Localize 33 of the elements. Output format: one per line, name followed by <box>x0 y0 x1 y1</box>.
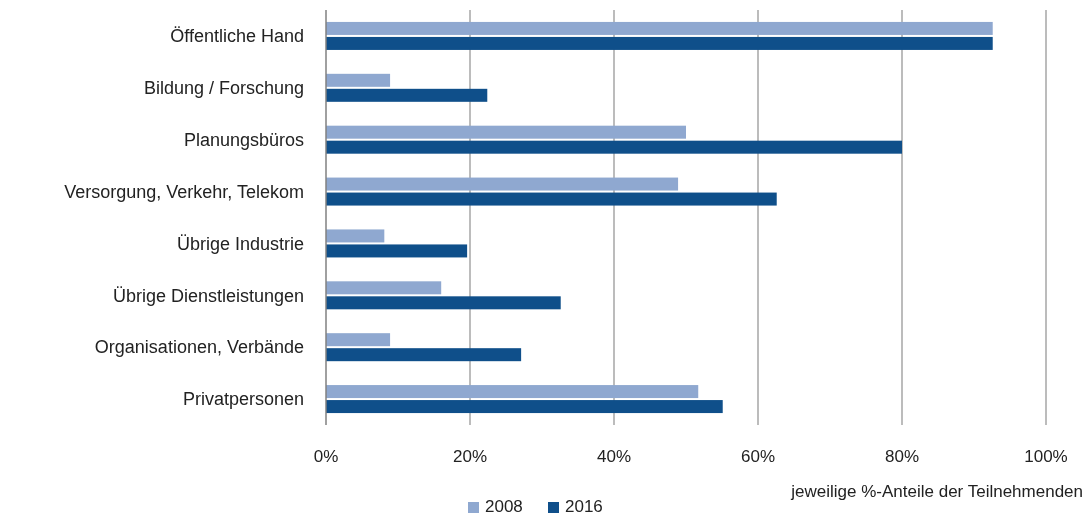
bar <box>326 385 699 399</box>
x-tick-label: 60% <box>740 447 776 466</box>
bar <box>326 281 442 295</box>
bar <box>326 125 686 139</box>
bar <box>326 36 993 50</box>
bar <box>326 296 561 310</box>
x-tick-label: 20% <box>452 447 488 466</box>
bar <box>326 73 391 87</box>
y-tick-label: Organisationen, Verbände <box>94 337 304 358</box>
y-tick-label: Übrige Industrie <box>176 233 304 254</box>
bar <box>326 140 902 154</box>
y-tick-label: Versorgung, Verkehr, Telekom <box>64 181 304 202</box>
x-tick-label: 40% <box>596 447 632 466</box>
x-tick-label: 80% <box>884 447 920 466</box>
legend-label: 2008 <box>485 497 523 516</box>
x-axis-title: jeweilige %-Anteile der Teilnehmenden <box>790 482 1083 501</box>
bar <box>326 244 468 258</box>
y-tick-label: Bildung / Forschung <box>143 78 304 99</box>
x-tick-label: 0% <box>313 447 339 466</box>
bar <box>326 177 679 191</box>
x-tick-label: 100% <box>1024 447 1068 466</box>
y-tick-label: Übrige Dienstleistungen <box>112 285 304 306</box>
bar <box>326 333 391 347</box>
bar <box>326 21 993 35</box>
y-tick-label: Öffentliche Hand <box>170 26 304 47</box>
bar <box>326 192 777 206</box>
bar <box>326 400 723 414</box>
legend-label: 2016 <box>565 497 603 516</box>
bar <box>326 229 385 243</box>
bar <box>326 348 522 362</box>
y-tick-label: Privatpersonen <box>182 389 304 410</box>
bar <box>326 88 488 102</box>
y-tick-label: Planungsbüros <box>183 129 304 150</box>
